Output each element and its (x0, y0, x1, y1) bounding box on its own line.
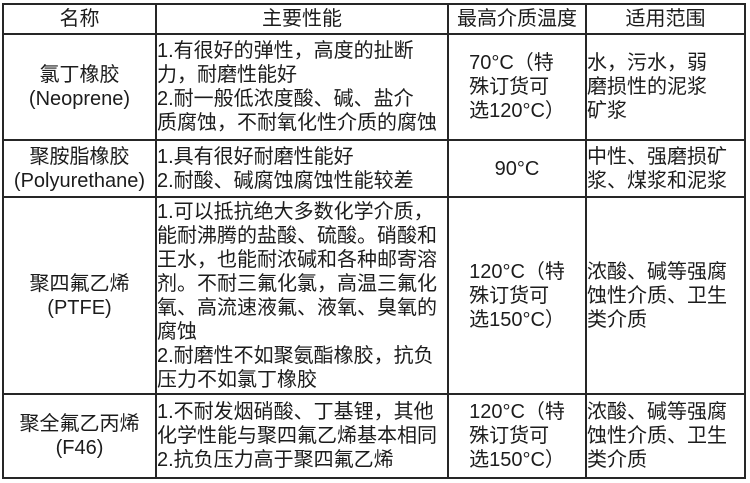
material-max-temp: 120°C（特 殊订货可 选150°C） (447, 393, 587, 479)
table-header-row: 名称 主要性能 最高介质温度 适用范围 (2, 3, 746, 35)
header-name: 名称 (2, 3, 157, 35)
material-name: 氯丁橡胶 (Neoprene) (2, 33, 157, 141)
table-row-ptfe: 聚四氟乙烯 (PTFE) 1.可以抵抗绝大多数化学介质， 能耐沸腾的盐酸、硫酸。… (2, 196, 746, 395)
material-max-temp: 120°C（特 殊订货可 选150°C） (447, 196, 587, 395)
material-performance: 1.具有很好耐磨性能好 2.耐酸、碱腐蚀腐蚀性能较差 (155, 139, 449, 198)
material-application: 中性、强磨损矿 浆、煤浆和泥浆 (585, 139, 746, 198)
material-name: 聚胺脂橡胶 (Polyurethane) (2, 139, 157, 198)
max-temp-text: 120°C（特 殊订货可 选150°C） (469, 260, 565, 331)
material-application: 水，污水，弱 磨损性的泥浆 矿浆 (585, 33, 746, 141)
header-performance: 主要性能 (155, 3, 449, 35)
max-temp-text: 90°C (494, 157, 540, 180)
table-row-neoprene: 氯丁橡胶 (Neoprene) 1.有很好的弹性，高度的扯断 力，耐磨性能好 2… (2, 33, 746, 141)
max-temp-text: 120°C（特 殊订货可 选150°C） (469, 401, 565, 471)
material-application: 浓酸、碱等强腐 蚀性介质、卫生 类介质 (585, 393, 746, 479)
header-application: 适用范围 (585, 3, 746, 35)
max-temp-text: 70°C（特 殊订货可 选120°C） (469, 52, 565, 122)
material-name: 聚全氟乙丙烯 (F46) (2, 393, 157, 479)
table-row-f46: 聚全氟乙丙烯 (F46) 1.不耐发烟硝酸、丁基锂，其他 化学性能与聚四氟乙烯基… (2, 393, 746, 479)
material-max-temp: 90°C (447, 139, 587, 198)
material-name: 聚四氟乙烯 (PTFE) (2, 196, 157, 395)
material-performance: 1.可以抵抗绝大多数化学介质， 能耐沸腾的盐酸、硫酸。硝酸和 王水，也能耐浓碱和… (155, 196, 449, 395)
material-spec-table: 名称 主要性能 最高介质温度 适用范围 氯丁橡胶 (Neoprene) 1.有很… (2, 3, 746, 479)
material-performance: 1.不耐发烟硝酸、丁基锂，其他 化学性能与聚四氟乙烯基本相同 2.抗负压力高于聚… (155, 393, 449, 479)
table-row-polyurethane: 聚胺脂橡胶 (Polyurethane) 1.具有很好耐磨性能好 2.耐酸、碱腐… (2, 139, 746, 198)
material-performance: 1.有很好的弹性，高度的扯断 力，耐磨性能好 2.耐一般低浓度酸、碱、盐介 质腐… (155, 33, 449, 141)
material-max-temp: 70°C（特 殊订货可 选120°C） (447, 33, 587, 141)
header-max-temp: 最高介质温度 (447, 3, 587, 35)
material-application: 浓酸、碱等强腐 蚀性介质、卫生 类介质 (585, 196, 746, 395)
